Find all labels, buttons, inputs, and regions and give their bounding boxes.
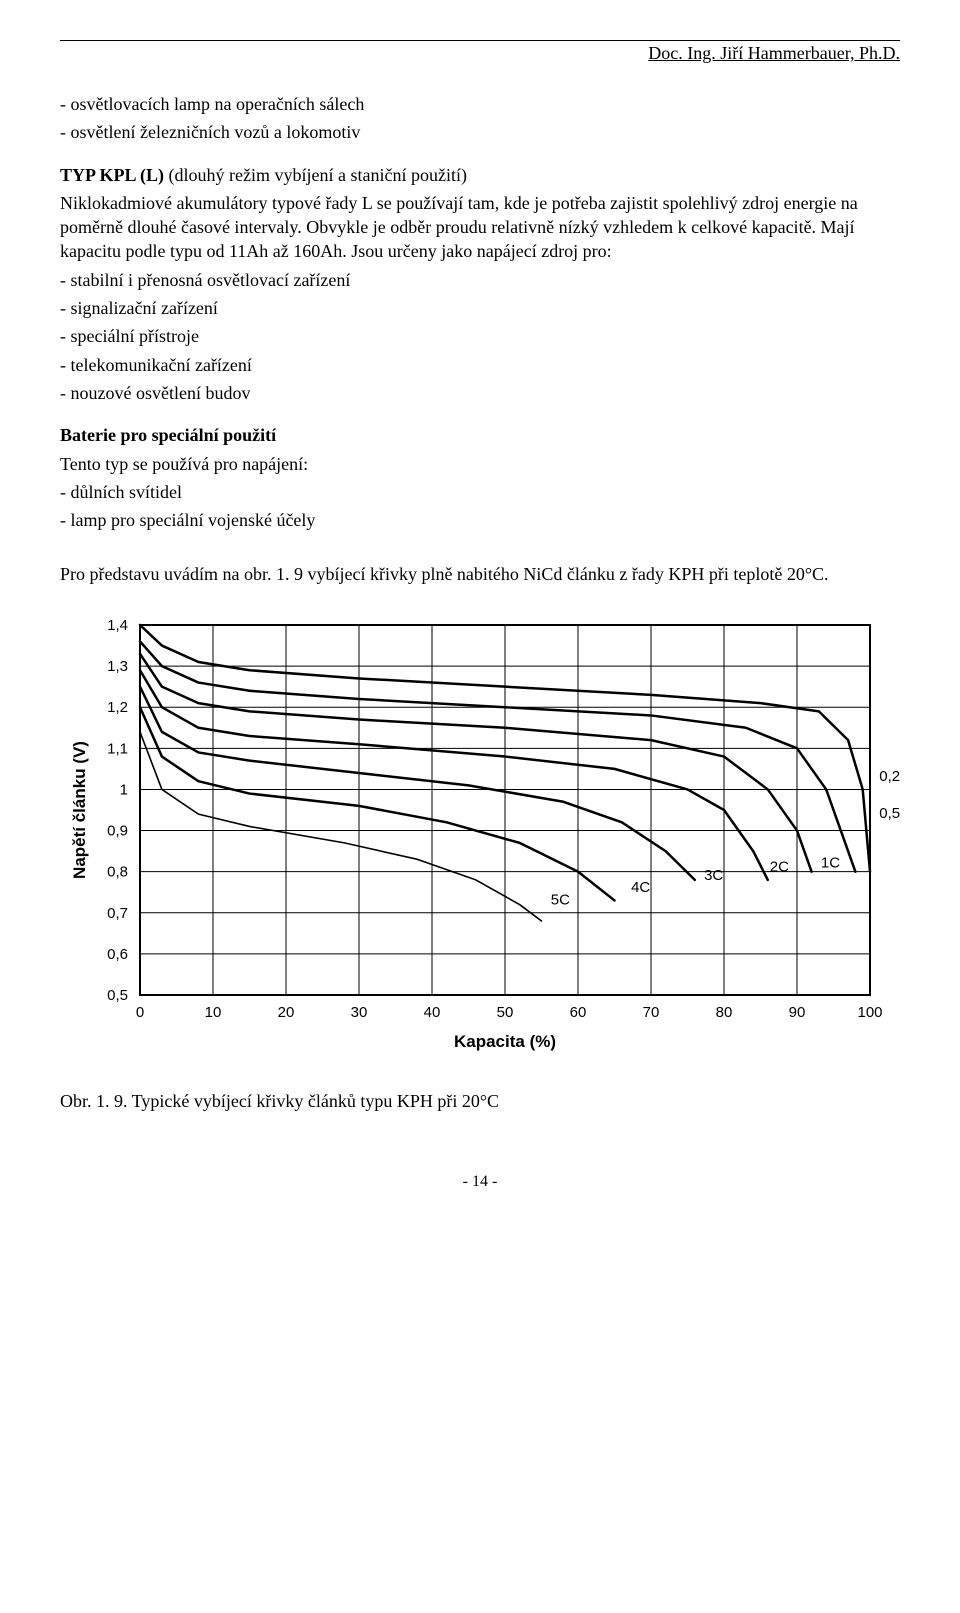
bullet-text: speciální přístroje (71, 326, 199, 346)
special-block: Baterie pro speciální použití Tento typ … (60, 423, 900, 532)
chart-intro: Pro představu uvádím na obr. 1. 9 vybíje… (60, 562, 900, 586)
typ-kpl-heading-rest: (dlouhý režim vybíjení a staniční použit… (164, 165, 467, 185)
figure-caption: Obr. 1. 9. Typické vybíjecí křivky článk… (60, 1089, 900, 1113)
special-lead: Tento typ se používá pro napájení: (60, 452, 900, 476)
bullet-text: stabilní i přenosná osvětlovací zařízení (71, 270, 351, 290)
svg-text:0,5: 0,5 (107, 987, 128, 1004)
page-number: - 14 - (60, 1173, 900, 1191)
svg-text:80: 80 (716, 1004, 733, 1021)
svg-text:100: 100 (857, 1004, 882, 1021)
bullet-text: signalizační zařízení (71, 298, 218, 318)
svg-text:1C: 1C (821, 854, 840, 871)
discharge-chart: 0 10 20 30 40 50 60 70 80 90 100 0,5 0,6 0,7 0,8 0,9 1 1,… (60, 605, 900, 1065)
svg-text:5C: 5C (551, 891, 570, 908)
svg-text:70: 70 (643, 1004, 660, 1021)
svg-text:0: 0 (136, 1004, 144, 1021)
svg-text:10: 10 (205, 1004, 222, 1021)
svg-text:0,8: 0,8 (107, 863, 128, 880)
svg-text:0,5C: 0,5C (879, 805, 900, 822)
special-heading: Baterie pro speciální použití (60, 425, 276, 445)
typ-kpl-heading-bold: TYP KPL (L) (60, 165, 164, 185)
header-author: Doc. Ing. Jiří Hammerbauer, Ph.D. (60, 43, 900, 64)
bullet-text: telekomunikační zařízení (71, 355, 252, 375)
svg-text:1,1: 1,1 (107, 740, 128, 757)
svg-text:2C: 2C (770, 858, 789, 875)
intro-bullets: osvětlovacích lamp na operačních sálech … (60, 92, 900, 145)
svg-text:0,7: 0,7 (107, 905, 128, 922)
svg-text:40: 40 (424, 1004, 441, 1021)
bullet-text: lamp pro speciální vojenské účely (71, 510, 316, 530)
svg-text:1,2: 1,2 (107, 699, 128, 716)
svg-text:1,4: 1,4 (107, 617, 128, 634)
svg-text:30: 30 (351, 1004, 368, 1021)
svg-text:0,6: 0,6 (107, 946, 128, 963)
svg-text:Napětí článku (V): Napětí článku (V) (70, 741, 89, 879)
svg-text:1: 1 (120, 781, 128, 798)
special-heading-line: Baterie pro speciální použití (60, 423, 900, 447)
svg-text:0,9: 0,9 (107, 822, 128, 839)
svg-text:0,2C: 0,2C (879, 768, 900, 785)
svg-text:20: 20 (278, 1004, 295, 1021)
special-bullets: důlních svítidel lamp pro speciální voje… (60, 480, 900, 533)
svg-text:3C: 3C (704, 867, 723, 884)
svg-text:Kapacita (%): Kapacita (%) (454, 1032, 556, 1051)
svg-text:4C: 4C (631, 879, 650, 896)
chart-svg: 0 10 20 30 40 50 60 70 80 90 100 0,5 0,6 0,7 0,8 0,9 1 1,… (60, 605, 900, 1065)
typ-kpl-para: Niklokadmiové akumulátory typové řady L … (60, 191, 900, 264)
typ-kpl-bullets: stabilní i přenosná osvětlovací zařízení… (60, 268, 900, 405)
bullet-text: osvětlovacích lamp na operačních sálech (71, 94, 365, 114)
bullet-text: osvětlení železničních vozů a lokomotiv (71, 122, 361, 142)
svg-text:90: 90 (789, 1004, 806, 1021)
header-rule (60, 40, 900, 41)
svg-text:50: 50 (497, 1004, 514, 1021)
typ-kpl-heading: TYP KPL (L) (dlouhý režim vybíjení a sta… (60, 163, 900, 187)
bullet-text: nouzové osvětlení budov (71, 383, 251, 403)
bullet-text: důlních svítidel (71, 482, 183, 502)
svg-text:60: 60 (570, 1004, 587, 1021)
typ-kpl-block: TYP KPL (L) (dlouhý režim vybíjení a sta… (60, 163, 900, 406)
svg-text:1,3: 1,3 (107, 658, 128, 675)
